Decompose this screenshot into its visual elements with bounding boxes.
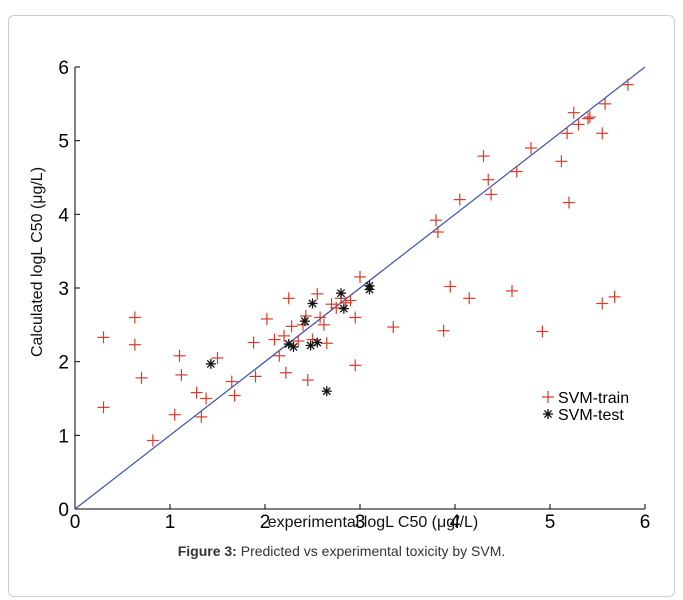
data-point-train bbox=[168, 408, 181, 421]
data-point-train bbox=[463, 292, 476, 305]
figure-caption: Figure 3: Predicted vs experimental toxi… bbox=[0, 543, 683, 559]
data-point-test bbox=[312, 337, 323, 348]
data-point-train bbox=[260, 312, 273, 325]
data-point-test bbox=[364, 280, 375, 291]
data-point-train bbox=[268, 333, 281, 346]
data-point-test bbox=[299, 316, 310, 327]
x-tick-label: 4 bbox=[450, 512, 461, 533]
data-point-train bbox=[572, 118, 585, 131]
data-point-train bbox=[621, 78, 634, 91]
data-point-train bbox=[135, 371, 148, 384]
data-point-train bbox=[477, 150, 490, 163]
data-point-train bbox=[563, 196, 575, 209]
data-point-train bbox=[506, 284, 518, 297]
data-point-train bbox=[354, 270, 366, 283]
data-point-train bbox=[555, 155, 568, 168]
data-point-train bbox=[583, 111, 596, 124]
data-point-train bbox=[485, 188, 498, 201]
data-point-train bbox=[596, 127, 609, 140]
caption-label: Figure 3: bbox=[177, 543, 237, 559]
data-point-train bbox=[330, 301, 343, 314]
data-point-train bbox=[211, 351, 224, 364]
data-point-test bbox=[321, 386, 332, 397]
caption-text: Predicted vs experimental toxicity by SV… bbox=[236, 543, 506, 559]
data-point-train bbox=[482, 173, 495, 186]
reference-line-layer bbox=[74, 66, 646, 510]
points-layer bbox=[97, 78, 634, 447]
data-point-train bbox=[344, 294, 357, 307]
data-point-train bbox=[225, 375, 238, 388]
data-point-train bbox=[273, 349, 286, 362]
legend-marker-test bbox=[543, 409, 553, 419]
data-point-test bbox=[336, 288, 346, 299]
data-point-test bbox=[288, 341, 299, 352]
data-point-train bbox=[173, 349, 186, 362]
data-point-train bbox=[596, 297, 609, 310]
data-point-train bbox=[97, 401, 110, 414]
y-tick-label: 4 bbox=[58, 205, 69, 226]
x-tick-label: 5 bbox=[545, 512, 556, 533]
data-point-train bbox=[200, 392, 213, 405]
data-point-train bbox=[314, 311, 327, 324]
data-point-train bbox=[97, 331, 110, 344]
data-point-train bbox=[387, 321, 400, 334]
x-tick-label: 2 bbox=[260, 512, 271, 533]
x-tick-label: 0 bbox=[70, 512, 81, 533]
data-point-train bbox=[175, 368, 188, 381]
data-point-train bbox=[320, 337, 333, 350]
data-point-train bbox=[247, 336, 260, 349]
data-point-train bbox=[437, 324, 450, 337]
y-axis-label: Calculated logL C50 (μg/L) bbox=[29, 167, 46, 357]
legend-label: SVM-test bbox=[558, 407, 624, 424]
x-axis-label: experimental logL C50 (μg//L) bbox=[268, 514, 479, 531]
legend-label: SVM-train bbox=[558, 390, 629, 407]
data-point-train bbox=[561, 127, 574, 140]
data-point-train bbox=[349, 311, 362, 324]
data-point-train bbox=[311, 287, 324, 300]
data-point-train bbox=[279, 366, 292, 379]
data-point-train bbox=[582, 112, 594, 125]
data-point-test bbox=[205, 358, 216, 369]
y-tick-label: 3 bbox=[58, 279, 69, 300]
identity-line bbox=[74, 66, 646, 510]
data-point-train bbox=[249, 370, 262, 383]
data-point-train bbox=[228, 389, 241, 402]
data-point-test bbox=[307, 298, 318, 309]
data-point-train bbox=[128, 338, 141, 351]
y-tick-label: 6 bbox=[58, 58, 69, 79]
data-point-train bbox=[444, 280, 457, 293]
data-point-train bbox=[190, 386, 203, 399]
y-tick-label: 1 bbox=[58, 426, 69, 447]
data-point-train bbox=[128, 311, 141, 324]
data-point-train bbox=[317, 318, 330, 331]
x-tick-label: 1 bbox=[165, 512, 176, 533]
data-point-train bbox=[285, 320, 298, 333]
data-point-train bbox=[349, 359, 362, 372]
data-point-train bbox=[301, 374, 314, 387]
data-point-train bbox=[510, 165, 523, 178]
data-point-train bbox=[525, 142, 537, 155]
data-point-train bbox=[599, 97, 612, 110]
data-point-train bbox=[431, 226, 444, 239]
x-tick-label: 3 bbox=[355, 512, 366, 533]
x-tick-label: 6 bbox=[640, 512, 651, 533]
data-point-train bbox=[146, 434, 159, 447]
data-point-train bbox=[608, 290, 621, 303]
y-tick-label: 2 bbox=[58, 353, 69, 374]
data-point-train bbox=[195, 410, 208, 423]
data-point-train bbox=[278, 329, 290, 342]
data-point-train bbox=[567, 106, 580, 119]
data-point-train bbox=[453, 193, 466, 206]
data-point-train bbox=[536, 325, 549, 338]
axes: 0 1 2 3 4 5 6 0 1 2 3 4 5 6 bbox=[58, 58, 650, 533]
y-tick-label: 5 bbox=[58, 132, 69, 153]
legend-marker-train bbox=[542, 391, 554, 403]
y-tick-label: 0 bbox=[58, 500, 69, 521]
data-point-train bbox=[292, 335, 305, 348]
data-point-train bbox=[430, 214, 442, 227]
data-point-test bbox=[338, 303, 349, 314]
data-point-train bbox=[282, 292, 295, 305]
